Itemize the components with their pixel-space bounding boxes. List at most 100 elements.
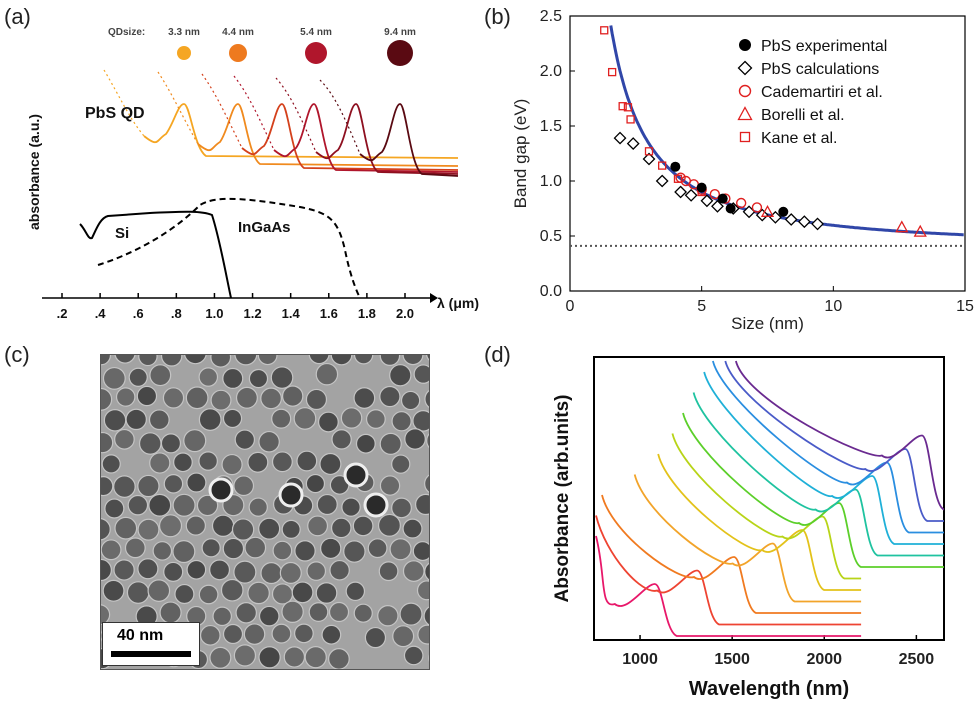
tem-particle: [307, 515, 329, 537]
tem-particle: [391, 454, 411, 474]
tem-particle: [137, 558, 159, 580]
marker-pbs-calculations: [811, 217, 824, 231]
marker-pbs-experimental: [696, 182, 707, 193]
tem-particle: [378, 561, 399, 582]
panel-b-ytick-label: 1.0: [540, 173, 562, 190]
marker-pbs-experimental: [717, 193, 728, 204]
marker-kane: [673, 174, 683, 183]
marker-pbs-calculations: [700, 194, 714, 208]
tem-particle: [137, 518, 160, 541]
marker-pbs-experimental: [778, 206, 789, 217]
tem-particle: [102, 366, 126, 390]
pbs-spectrum: [273, 103, 459, 173]
tem-particle: [114, 355, 136, 364]
tem-particle: [270, 366, 294, 389]
tem-particle: [209, 646, 232, 669]
tem-particle: [210, 355, 232, 368]
tem-particle: [403, 645, 424, 666]
tem-particle: [258, 517, 281, 540]
panel-b-ytick-label: 0.0: [540, 283, 562, 300]
marker-kane: [644, 147, 654, 156]
legend-entry: Kane et al.: [761, 130, 838, 147]
qd-size-dot: [305, 42, 327, 64]
tem-particle: [258, 646, 281, 669]
tem-particle: [185, 515, 206, 536]
tem-particle: [389, 538, 412, 561]
tem-particle: [102, 579, 125, 602]
tem-particle: [415, 493, 429, 516]
tem-particle: [124, 537, 146, 559]
panel-d-ylabel: Absorbance (arb.units): [552, 395, 573, 603]
tem-particle: [423, 606, 429, 626]
tem-particle: [426, 433, 429, 449]
tem-particle: [198, 451, 218, 471]
tem-particle: [101, 539, 122, 561]
marker-pbs-calculations: [626, 137, 640, 151]
panel-label-a: (a): [4, 4, 31, 29]
absorbance-spectrum: [671, 433, 862, 580]
tem-particle: [184, 355, 207, 365]
tem-particle: [367, 538, 388, 559]
tem-particle: [364, 626, 387, 649]
marker-kane: [600, 26, 609, 35]
absorbance-spectrum: [703, 371, 944, 545]
tem-particle: [308, 602, 329, 622]
tem-particle: [163, 561, 184, 582]
tem-particle: [128, 367, 148, 387]
marker-pbs-calculations: [674, 185, 688, 199]
pbs-spectrum-dotted: [157, 71, 199, 145]
ingaas-label: InGaAs: [238, 219, 291, 236]
tem-particle: [305, 388, 328, 411]
tem-particle: [137, 474, 160, 498]
marker-kane: [623, 103, 633, 112]
tem-particle: [377, 513, 401, 537]
absorbance-spectrum: [595, 515, 862, 626]
panel-b-ytick-label: 0.5: [540, 228, 562, 245]
tem-image: [100, 354, 430, 670]
tem-particle: [271, 408, 292, 429]
tem-particle: [222, 367, 244, 389]
qd-size-dot: [177, 46, 191, 60]
tem-particle-bright: [278, 482, 304, 508]
pbs-spectrum: [241, 103, 459, 171]
tem-particle: [162, 387, 185, 409]
tem-particle: [257, 355, 278, 366]
tem-particle: [235, 386, 258, 409]
marker-pbs-calculations: [737, 60, 753, 76]
tem-particle: [127, 494, 149, 516]
tem-particle: [101, 558, 112, 582]
tem-particle: [402, 518, 423, 539]
pbs-spectrum: [359, 103, 459, 177]
marker-borelli: [737, 106, 753, 121]
tem-particle: [328, 648, 350, 669]
tem-particle: [101, 454, 121, 474]
tem-particle: [186, 559, 207, 580]
panel-a-group: QDsize: PbS QD absorbance (a.u.) Si InGa…: [26, 27, 479, 311]
marker-kane: [658, 161, 667, 170]
tem-particle: [404, 428, 426, 450]
tem-particle: [271, 451, 293, 473]
absorbance-spectrum: [724, 360, 944, 522]
tem-particle: [234, 429, 256, 450]
tem-particle: [417, 624, 429, 645]
legend-entry: Cademartiri et al.: [761, 84, 883, 101]
marker-pbs-experimental: [739, 39, 751, 51]
qdsize-label: QDsize:: [108, 27, 145, 38]
tem-particle: [149, 364, 172, 387]
tem-particle: [321, 624, 342, 645]
tem-particle: [341, 497, 361, 517]
tem-particle: [243, 623, 266, 645]
tem-particle: [424, 389, 429, 409]
tem-particle: [377, 605, 399, 627]
tem-particle: [235, 602, 257, 624]
panel-a-spectra: [103, 69, 459, 177]
tem-particle: [331, 429, 352, 450]
legend-entry: Borelli et al.: [761, 107, 845, 124]
tem-particle: [101, 518, 111, 541]
tem-particle: [196, 494, 219, 517]
tem-particle: [389, 364, 412, 387]
marker-cademartiri: [709, 188, 721, 200]
marker-borelli: [760, 204, 775, 217]
tem-particle: [294, 540, 316, 562]
tem-particle: [115, 387, 136, 407]
